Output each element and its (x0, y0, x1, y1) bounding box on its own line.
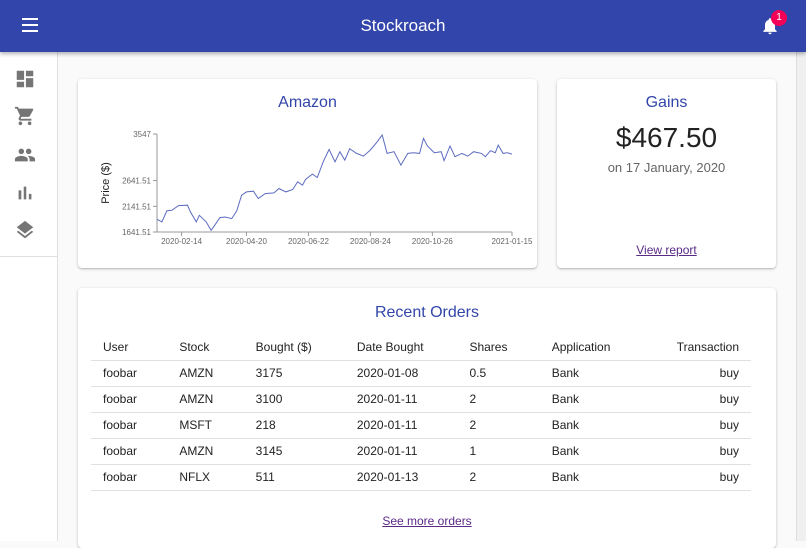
table-cell: 2 (457, 464, 540, 491)
sidebar-divider (0, 256, 58, 257)
table-cell: AMZN (167, 386, 244, 413)
table-cell: foobar (91, 438, 168, 465)
gains-value: $467.50 (615, 122, 718, 153)
table-cell: 511 (243, 464, 345, 491)
table-cell: AMZN (167, 438, 244, 465)
column-header: Application (539, 334, 665, 361)
table-cell: foobar (91, 412, 168, 439)
table-cell: Bank (539, 412, 665, 439)
table-row[interactable]: foobar AMZN 3175 2020-01-08 0.5 Bank buy (91, 360, 751, 387)
table-cell: 2 (457, 386, 540, 413)
table-cell: 2020-01-11 (344, 412, 458, 439)
table-cell: Bank (539, 464, 665, 491)
column-header: Date Bought (344, 334, 458, 361)
scrollbar[interactable] (796, 52, 806, 541)
table-cell: AMZN (167, 360, 244, 387)
sidebar (0, 52, 58, 541)
table-cell: 3100 (243, 386, 345, 413)
table-cell: 2020-01-11 (344, 438, 458, 465)
y-tick-label: 2141.51 (122, 202, 151, 211)
notification-badge: 1 (771, 10, 787, 26)
gains-card: Gains $467.50 on 17 January, 2020 View r… (557, 79, 776, 268)
table-row[interactable]: foobar AMZN 3100 2020-01-11 2 Bank buy (91, 386, 751, 413)
y-tick-label: 1641.51 (122, 228, 151, 237)
chart-card: Amazon 1641.51 2141.51 2641.51 3547 2020-02-… (78, 79, 537, 268)
table-cell: 1 (457, 438, 540, 465)
column-header: Bought ($) (243, 334, 345, 361)
table-row[interactable]: foobar AMZN 3145 2020-01-11 1 Bank buy (91, 438, 751, 465)
x-tick-label: 2020-08-24 (350, 237, 391, 246)
table-cell: buy (664, 412, 751, 439)
column-header: Transaction (664, 334, 751, 361)
x-tick-label: 2021-01-15 (492, 237, 533, 246)
table-cell: Bank (539, 386, 665, 413)
table-row[interactable]: foobar MSFT 218 2020-01-11 2 Bank buy (91, 412, 751, 439)
table-cell: NFLX (167, 464, 244, 491)
y-tick-label: 2641.51 (122, 177, 151, 186)
dashboard-icon[interactable] (14, 68, 36, 90)
see-more-orders-link[interactable]: See more orders (382, 514, 472, 528)
app-title: Stockroach (360, 16, 446, 35)
table-cell: 218 (243, 412, 345, 439)
table-cell: 2 (457, 412, 540, 439)
gains-date: on 17 January, 2020 (607, 160, 726, 175)
orders-card: Recent Orders User Stock Bought ($) Date Bo… (78, 288, 776, 548)
orders-table: User Stock Bought ($) Date Bought Shares Appl… (91, 334, 751, 491)
shopping-cart-icon[interactable] (14, 105, 36, 127)
x-tick-label: 2020-10-26 (412, 237, 453, 246)
table-cell: Bank (539, 438, 665, 465)
column-header: User (91, 334, 168, 361)
column-header: Shares (457, 334, 540, 361)
y-tick-label: 3547 (133, 130, 151, 139)
app-bar: Stockroach 1 (0, 0, 806, 52)
table-cell: 3145 (243, 438, 345, 465)
table-cell: foobar (91, 360, 168, 387)
view-report-link[interactable]: View report (636, 243, 697, 257)
table-cell: foobar (91, 386, 168, 413)
y-axis-label: Price ($) (100, 162, 112, 204)
table-cell: buy (664, 464, 751, 491)
table-row[interactable]: foobar NFLX 511 2020-01-13 2 Bank buy (91, 464, 751, 491)
price-line (156, 133, 513, 232)
table-cell: 2020-01-13 (344, 464, 458, 491)
table-cell: 0.5 (457, 360, 540, 387)
price-chart: 1641.51 2141.51 2641.51 3547 2020-02-14 2020-… (100, 130, 533, 246)
table-cell: MSFT (167, 412, 244, 439)
layers-icon[interactable] (14, 219, 36, 241)
table-cell: Bank (539, 360, 665, 387)
x-tick-label: 2020-04-20 (226, 237, 267, 246)
menu-icon[interactable] (22, 18, 38, 32)
column-header: Stock (167, 334, 244, 361)
people-icon[interactable] (14, 144, 36, 166)
chart-title: Amazon (278, 94, 337, 111)
x-tick-label: 2020-06-22 (288, 237, 329, 246)
table-cell: buy (664, 360, 751, 387)
table-cell: 2020-01-11 (344, 386, 458, 413)
bar-chart-icon[interactable] (14, 182, 36, 204)
table-cell: 2020-01-08 (344, 360, 458, 387)
x-tick-label: 2020-02-14 (161, 237, 202, 246)
table-cell: 3175 (243, 360, 345, 387)
gains-title: Gains (645, 94, 688, 111)
table-cell: buy (664, 386, 751, 413)
orders-title: Recent Orders (374, 304, 480, 321)
table-cell: foobar (91, 464, 168, 491)
table-cell: buy (664, 438, 751, 465)
